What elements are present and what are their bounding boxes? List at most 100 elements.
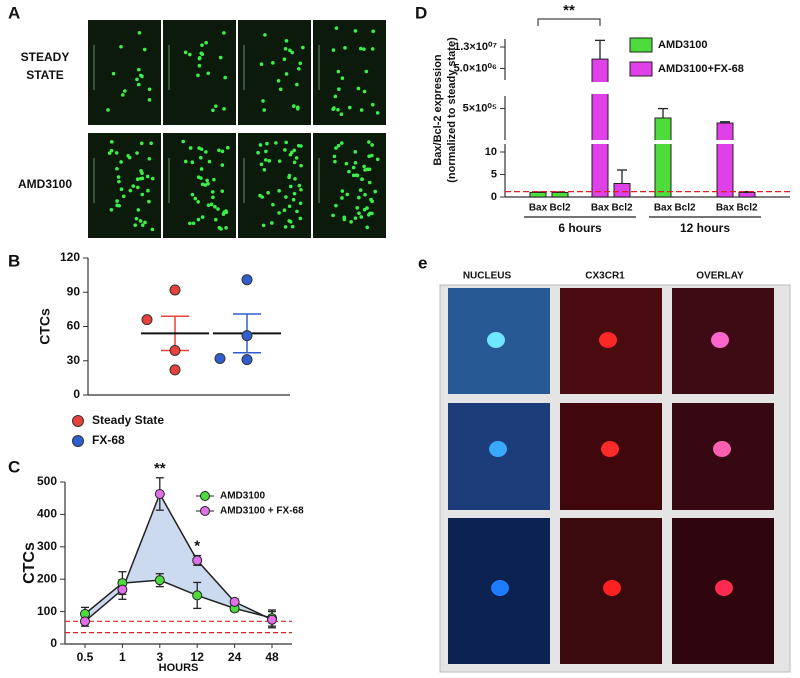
panel-letter: C (8, 457, 20, 476)
bar (654, 117, 672, 198)
cell (362, 89, 367, 94)
cell (371, 29, 375, 34)
cell (711, 332, 729, 348)
cell (196, 73, 200, 78)
legend-label: AMD3100+FX-68 (658, 63, 744, 75)
cell (284, 72, 289, 76)
cell (183, 159, 188, 164)
cell (284, 140, 288, 145)
line (84, 579, 273, 619)
cell (107, 151, 112, 155)
cell (367, 212, 371, 217)
cell (149, 141, 153, 146)
y-tick-label: 10 (485, 146, 497, 158)
cell (136, 185, 140, 190)
panel-letter: B (8, 251, 20, 270)
y-tick-label: 300 (37, 539, 57, 553)
legend-marker (200, 506, 210, 516)
cell (271, 202, 275, 207)
point (117, 584, 128, 595)
cell (340, 76, 345, 81)
legend-label: AMD3100 (220, 491, 265, 502)
cell (199, 167, 204, 171)
cell (339, 141, 344, 145)
cell (333, 159, 337, 164)
cell (362, 207, 367, 212)
cell (348, 105, 352, 110)
cell (340, 196, 344, 200)
cell (117, 179, 121, 184)
y-tick-label: 90 (67, 284, 81, 298)
bar (551, 192, 569, 198)
cell (353, 150, 358, 154)
cell (106, 108, 110, 112)
cell (356, 86, 361, 91)
cell (140, 192, 145, 197)
cell (362, 164, 366, 169)
cell (205, 178, 209, 183)
cell (190, 192, 195, 197)
cell (367, 180, 372, 185)
cell (197, 146, 201, 150)
cell (369, 197, 373, 202)
cell (188, 146, 193, 150)
cell (342, 217, 347, 222)
cell (360, 177, 364, 181)
cell (295, 82, 299, 87)
cell (110, 140, 114, 144)
cell (331, 48, 336, 52)
cell (150, 227, 155, 232)
cell (336, 107, 340, 112)
cell (181, 139, 185, 144)
cell (200, 215, 205, 219)
row-label: STATE (26, 68, 64, 82)
cell (370, 143, 374, 147)
cell (340, 189, 345, 193)
cell (206, 203, 211, 208)
cell (116, 175, 121, 179)
cell (298, 61, 303, 66)
y-axis-label: CTCs (21, 542, 38, 584)
cell (198, 155, 203, 160)
panel-letter: D (415, 3, 427, 22)
y-axis-label: Bax/Bcl-2 expression (432, 54, 444, 166)
cell (290, 224, 295, 229)
x-tick-label: 48 (265, 650, 279, 664)
point (267, 614, 277, 625)
x-tick-label: 24 (228, 650, 242, 664)
cell (135, 77, 139, 82)
cell (260, 195, 265, 199)
cell (222, 31, 226, 35)
cell (332, 154, 337, 159)
bar (591, 58, 609, 198)
cell (196, 217, 201, 222)
cell (292, 191, 297, 196)
cell (135, 151, 139, 155)
cell (363, 168, 367, 172)
bar (716, 122, 734, 198)
cell (121, 93, 125, 97)
cell (216, 207, 220, 211)
cell (358, 188, 363, 192)
point (241, 354, 253, 366)
cell (370, 102, 375, 107)
cell (364, 69, 369, 74)
cell (332, 106, 336, 110)
cell (214, 217, 218, 222)
bar (738, 192, 756, 198)
cell (344, 161, 349, 166)
cell (115, 166, 119, 171)
cell (353, 216, 358, 220)
legend-swatch (629, 37, 653, 53)
cell (139, 141, 144, 146)
column-label: OVERLAY (696, 271, 744, 282)
annotation: ** (154, 460, 166, 477)
cell (370, 211, 374, 216)
legend-swatch (629, 61, 653, 77)
cell (266, 190, 270, 195)
cell (147, 199, 151, 204)
y-tick-label: 60 (67, 319, 81, 333)
cell (343, 46, 347, 50)
micrograph (88, 133, 161, 238)
